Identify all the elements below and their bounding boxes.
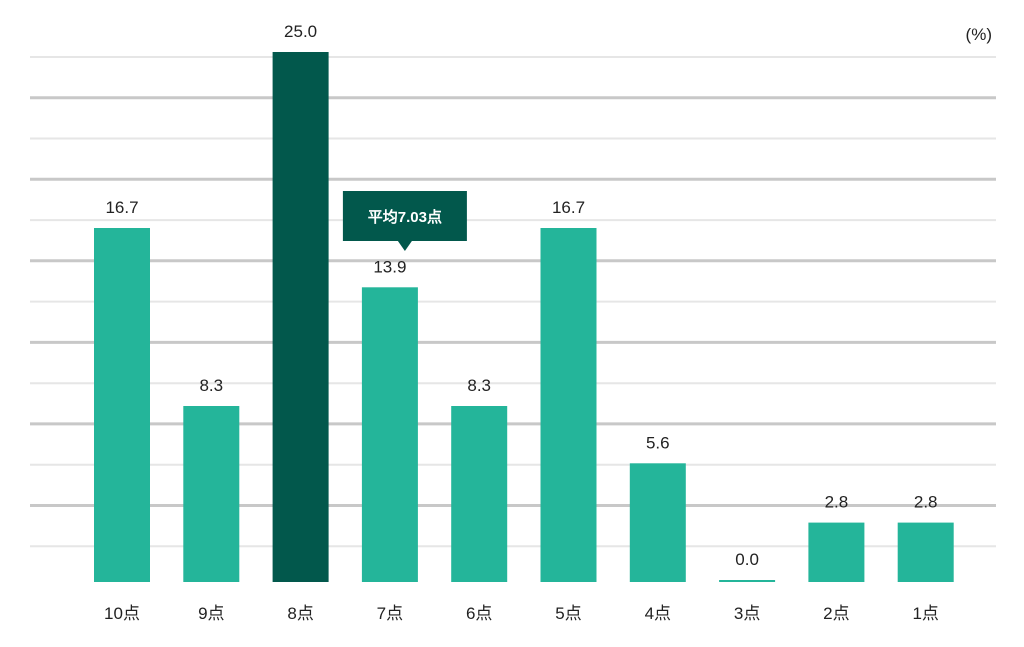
category-label: 3点 [734,604,760,623]
value-labels-group: 16.7 8.3 25.0 13.9 8.3 16.7 5.6 0.0 2.8 2.8 [105,22,937,569]
bar [183,406,240,582]
category-label: 8点 [287,604,313,623]
bar [719,580,776,582]
average-callout-label: 平均7.03点 [368,208,442,226]
category-label: 2点 [823,604,849,623]
value-label: 2.8 [825,493,849,512]
category-labels-group: 10点 9点 8点 7点 6点 5点 4点 3点 2点 1点 [104,604,939,623]
bar [451,406,508,582]
bar [808,522,865,582]
bar [897,522,954,582]
category-label: 5点 [555,604,581,623]
value-label: 25.0 [284,22,317,41]
category-label: 1点 [912,604,938,623]
value-label: 8.3 [199,376,223,395]
category-label: 9点 [198,604,224,623]
bar [540,228,597,582]
value-label: 2.8 [914,493,938,512]
average-callout-box [342,191,467,251]
bar [94,228,150,582]
value-label: 8.3 [467,376,491,395]
category-label: 10点 [104,604,140,623]
unit-label: (%) [966,25,992,44]
category-label: 7点 [377,604,403,623]
category-label: 6点 [466,604,492,623]
value-label: 16.7 [552,198,585,217]
bar [272,52,329,582]
category-label: 4点 [645,604,671,623]
gridlines [30,56,996,548]
value-label: 5.6 [646,433,670,452]
bars-group [94,52,954,582]
value-label: 13.9 [373,257,406,276]
average-callout: 平均7.03点 [342,191,467,251]
bar [629,463,686,582]
value-label: 16.7 [105,198,138,217]
value-label: 0.0 [735,550,759,569]
bar [361,287,418,582]
